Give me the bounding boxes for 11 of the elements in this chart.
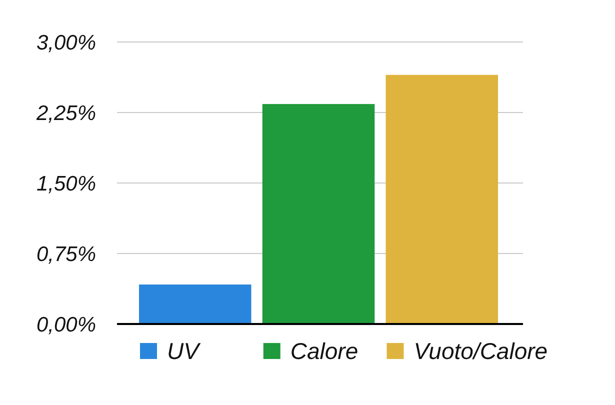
- y-tick-label: 3,00%: [36, 31, 96, 54]
- legend-label: Vuoto/Calore: [414, 338, 548, 364]
- legend-label: UV: [167, 338, 202, 364]
- y-tick-label: 0,00%: [36, 313, 96, 336]
- bar: [386, 74, 498, 324]
- y-tick-label: 0,75%: [36, 242, 96, 266]
- bar: [139, 284, 252, 324]
- legend-label: Calore: [290, 338, 358, 364]
- bar: [262, 104, 375, 324]
- y-tick-label: 1,50%: [36, 172, 96, 196]
- y-tick-label: 2,25%: [35, 102, 96, 125]
